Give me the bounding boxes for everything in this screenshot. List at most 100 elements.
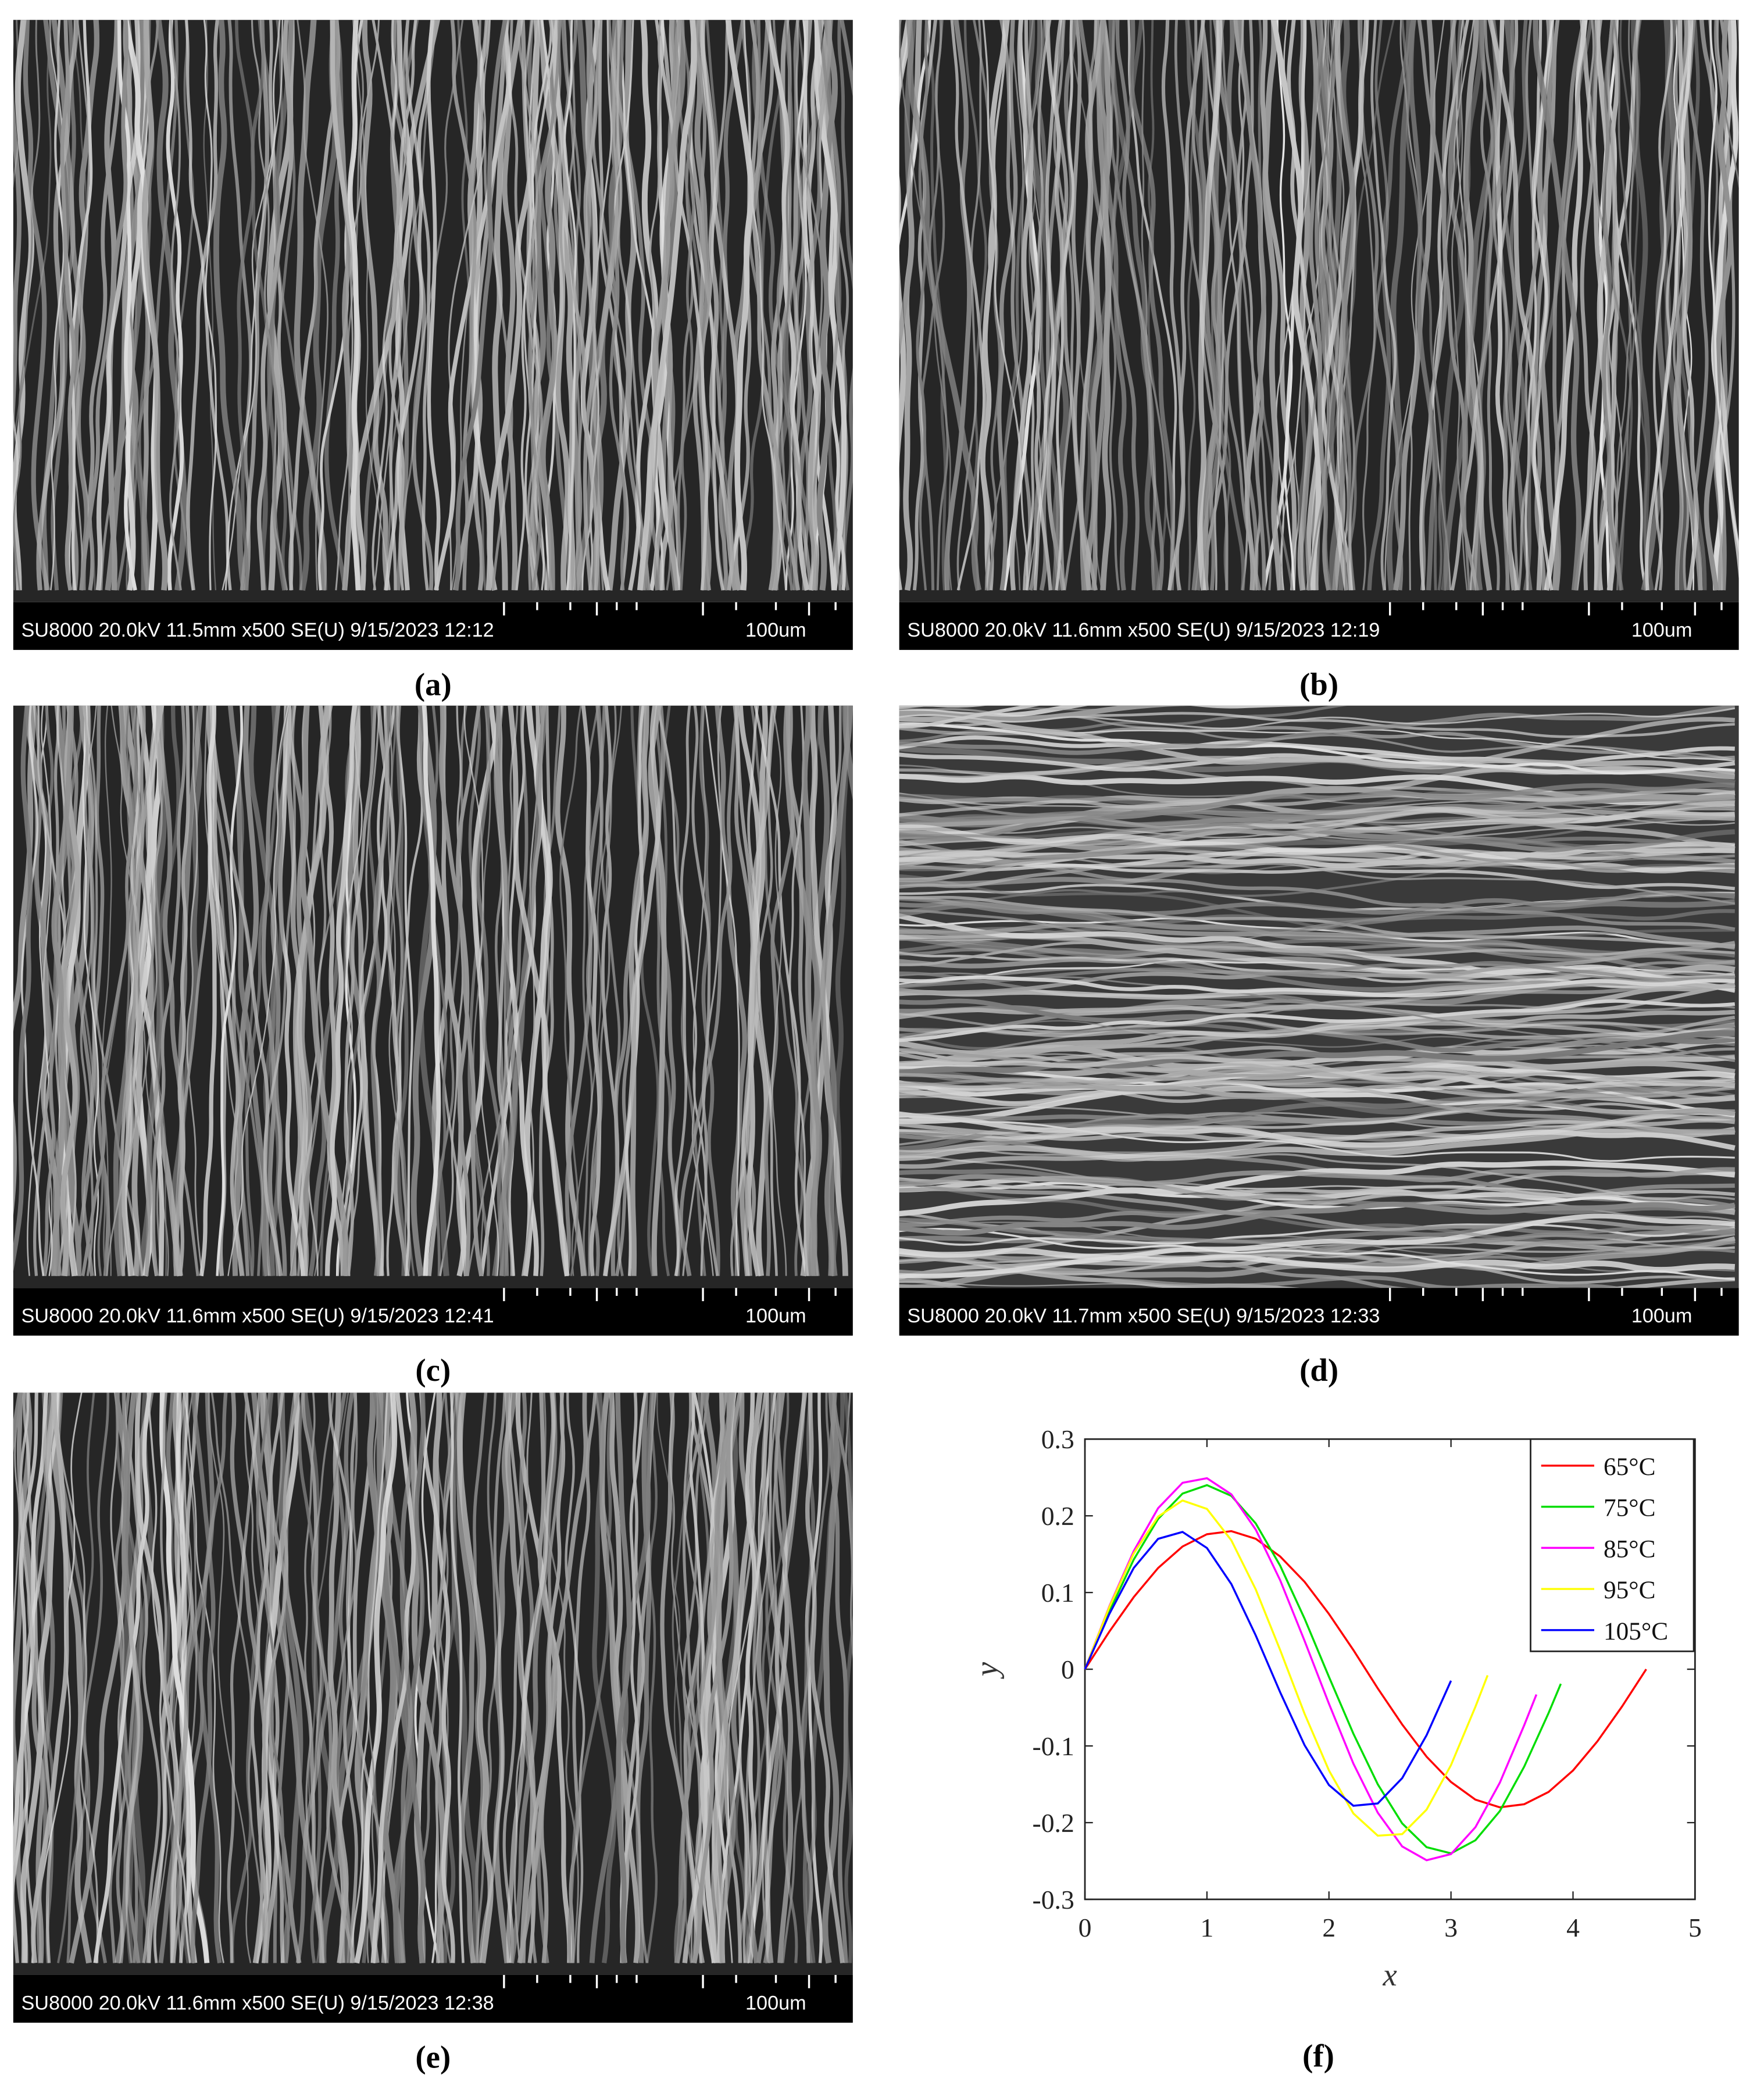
fiber bbox=[899, 1030, 1735, 1076]
fiber bbox=[473, 20, 510, 591]
fiber bbox=[154, 1392, 194, 1963]
data-line bbox=[1084, 1531, 1452, 1807]
fiber bbox=[1308, 20, 1331, 591]
fiber bbox=[997, 20, 1018, 591]
fiber bbox=[297, 705, 332, 1276]
fiber bbox=[373, 20, 408, 591]
fiber bbox=[60, 20, 76, 591]
fiber bbox=[630, 705, 660, 1277]
fiber bbox=[692, 1392, 728, 1963]
fiber bbox=[1078, 20, 1106, 591]
fiber bbox=[655, 20, 709, 591]
fiber bbox=[422, 705, 441, 1276]
fiber bbox=[655, 705, 680, 1276]
fiber bbox=[1213, 20, 1259, 591]
x-tick-label: 5 bbox=[1688, 1913, 1702, 1942]
fiber bbox=[837, 20, 853, 591]
fiber bbox=[899, 863, 1736, 891]
panel-label: (d) bbox=[1299, 1352, 1338, 1388]
fiber bbox=[1115, 20, 1164, 591]
fiber bbox=[725, 20, 754, 591]
fiber bbox=[924, 20, 947, 591]
fiber bbox=[122, 705, 160, 1276]
fiber bbox=[142, 20, 168, 591]
fiber bbox=[1679, 20, 1707, 591]
fiber bbox=[449, 1392, 465, 1963]
fiber bbox=[232, 705, 259, 1276]
fiber bbox=[499, 705, 548, 1277]
fiber bbox=[210, 705, 244, 1277]
fiber bbox=[383, 20, 435, 591]
fiber bbox=[1573, 20, 1604, 591]
fiber bbox=[899, 1213, 1736, 1279]
fiber bbox=[51, 20, 90, 591]
fiber bbox=[984, 20, 1024, 591]
fiber bbox=[844, 1392, 853, 1963]
legend-label: 105°C bbox=[1604, 1617, 1668, 1645]
fiber bbox=[502, 1392, 524, 1963]
fiber bbox=[473, 1392, 488, 1963]
fiber bbox=[13, 28, 19, 515]
fiber bbox=[944, 20, 972, 591]
fiber bbox=[1327, 20, 1347, 591]
fiber bbox=[750, 705, 820, 1276]
fiber bbox=[899, 705, 1216, 723]
fiber bbox=[1147, 20, 1167, 591]
y-axis-label: y bbox=[969, 1662, 1004, 1679]
fiber bbox=[1009, 20, 1033, 591]
fiber bbox=[177, 705, 190, 1277]
fiber bbox=[645, 1392, 658, 1963]
fiber bbox=[656, 1392, 714, 1963]
fiber bbox=[166, 20, 184, 591]
fiber bbox=[674, 705, 740, 1277]
fiber bbox=[899, 829, 1736, 872]
fiber bbox=[144, 705, 181, 1276]
fiber bbox=[1417, 20, 1479, 591]
fiber bbox=[899, 1178, 1735, 1251]
fiber bbox=[527, 1392, 566, 1963]
fiber bbox=[345, 20, 364, 591]
fiber bbox=[414, 1392, 442, 1963]
fiber bbox=[295, 1392, 355, 1964]
panel-label: (c) bbox=[415, 1352, 451, 1388]
fiber bbox=[1055, 20, 1075, 591]
fiber bbox=[367, 1392, 405, 1963]
fiber bbox=[899, 1187, 1736, 1233]
info-text: SU8000 20.0kV 11.6mm x500 SE(U) 9/15/202… bbox=[21, 1992, 494, 2014]
fiber bbox=[57, 1392, 95, 1963]
fiber bbox=[899, 824, 1735, 874]
fiber bbox=[287, 705, 312, 1276]
info-text: SU8000 20.0kV 11.5mm x500 SE(U) 9/15/202… bbox=[21, 619, 494, 641]
y-tick-label: -0.3 bbox=[1033, 1885, 1074, 1915]
fiber bbox=[956, 20, 982, 591]
fiber bbox=[20, 705, 45, 1276]
sem-image bbox=[899, 705, 1736, 1288]
fiber bbox=[899, 1020, 1735, 1057]
fiber bbox=[739, 705, 777, 1277]
fiber bbox=[13, 20, 22, 520]
sem-image bbox=[13, 705, 853, 1277]
fiber bbox=[252, 1392, 301, 1964]
fiber bbox=[734, 705, 761, 1276]
fiber bbox=[1214, 20, 1245, 591]
fiber bbox=[551, 20, 576, 591]
fiber bbox=[899, 1085, 1736, 1146]
fiber bbox=[899, 1047, 1735, 1081]
fiber bbox=[1317, 20, 1333, 591]
fiber bbox=[817, 20, 842, 591]
fiber bbox=[0, 1353, 4, 1963]
fiber bbox=[123, 1392, 161, 1963]
fiber bbox=[899, 999, 1736, 1042]
fiber bbox=[1746, 0, 1764, 590]
fiber bbox=[704, 705, 740, 1276]
fiber bbox=[56, 1392, 99, 1963]
fiber bbox=[637, 20, 697, 591]
fiber bbox=[1370, 20, 1397, 591]
fiber bbox=[899, 783, 1735, 823]
fiber bbox=[517, 1392, 588, 1964]
fiber bbox=[261, 705, 281, 1276]
fiber bbox=[1053, 20, 1074, 591]
fiber bbox=[515, 1392, 572, 1963]
fiber bbox=[454, 20, 508, 591]
